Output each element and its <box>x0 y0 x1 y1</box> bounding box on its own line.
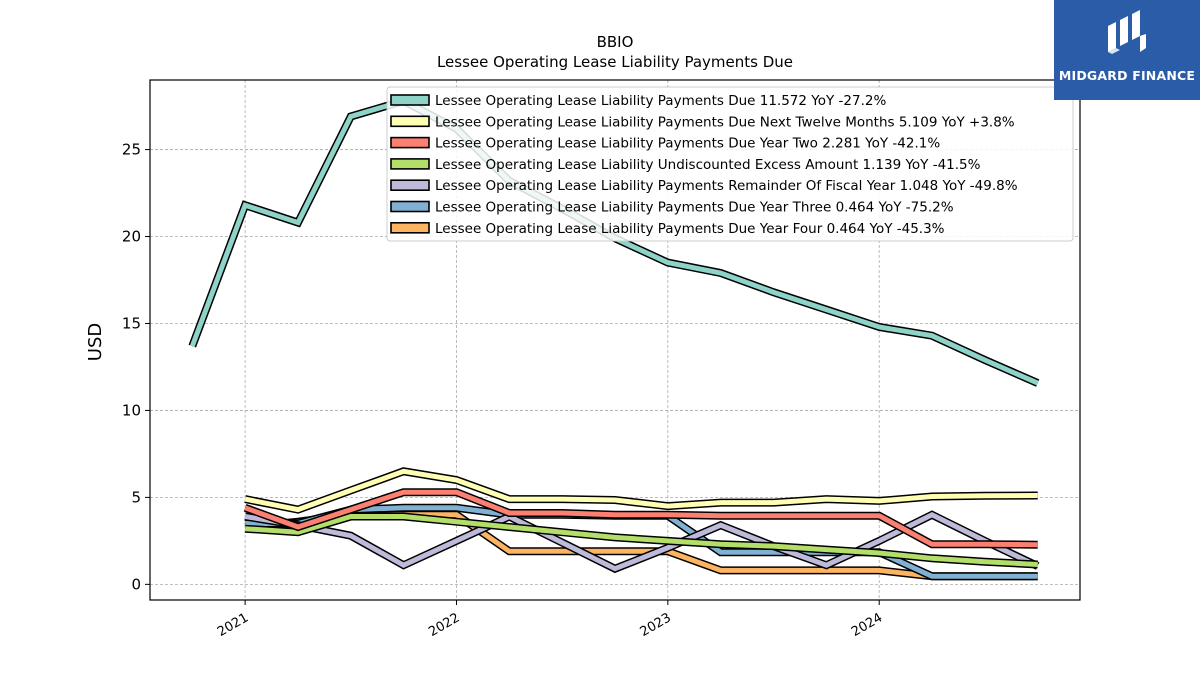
series-line <box>244 467 1038 514</box>
legend-entry: Lessee Operating Lease Liability Payment… <box>435 221 945 237</box>
brand-mark-icon <box>1108 10 1146 54</box>
chart-title: BBIO <box>597 33 634 51</box>
legend-entry: Lessee Operating Lease Liability Undisco… <box>435 157 981 173</box>
legend-swatch <box>390 222 430 234</box>
y-axis: 0 5 10 15 20 25 <box>122 141 150 593</box>
legend-entry: Lessee Operating Lease Liability Payment… <box>435 200 954 216</box>
x-tick-label: 2021 <box>215 610 251 640</box>
legend-entry: Lessee Operating Lease Liability Payment… <box>435 114 1015 130</box>
series-line-stroke <box>244 489 1038 548</box>
legend-box <box>386 86 1074 242</box>
x-axis: 2021 2022 2023 2024 <box>215 600 885 640</box>
x-tick-label: 2022 <box>426 610 462 640</box>
legend-swatch <box>390 136 430 149</box>
y-axis-label: USD <box>85 323 106 361</box>
y-tick-label: 5 <box>131 488 141 506</box>
legend-entry: Lessee Operating Lease Liability Payment… <box>435 136 940 152</box>
y-tick-label: 15 <box>122 314 141 332</box>
chart-subtitle: Lessee Operating Lease Liability Payment… <box>437 53 793 71</box>
legend-entry: Lessee Operating Lease Liability Payment… <box>435 178 1018 194</box>
series-line-stroke <box>244 514 1038 567</box>
brand-logo: MIDGARD FINANCE <box>1054 0 1200 100</box>
legend-swatch <box>390 179 430 191</box>
series-group <box>188 96 1040 581</box>
y-tick-label: 10 <box>122 401 141 419</box>
legend-swatch <box>390 158 430 170</box>
brand-name: MIDGARD FINANCE <box>1058 68 1196 83</box>
legend-swatch <box>390 200 430 213</box>
legend-swatch <box>390 115 430 128</box>
plot-frame <box>149 79 1081 601</box>
y-tick-label: 0 <box>131 575 141 593</box>
y-tick-label: 20 <box>122 228 141 246</box>
series-line <box>244 512 1038 569</box>
legend-swatch <box>390 94 430 106</box>
x-tick-label: 2024 <box>849 610 885 640</box>
series-line <box>243 488 1038 549</box>
series-line-stroke <box>244 468 1038 513</box>
x-tick-label: 2023 <box>638 610 674 640</box>
y-tick-label: 25 <box>122 141 141 159</box>
legend: Lessee Operating Lease Liability Payment… <box>386 86 1074 242</box>
legend-entry: Lessee Operating Lease Liability Payment… <box>435 93 886 109</box>
